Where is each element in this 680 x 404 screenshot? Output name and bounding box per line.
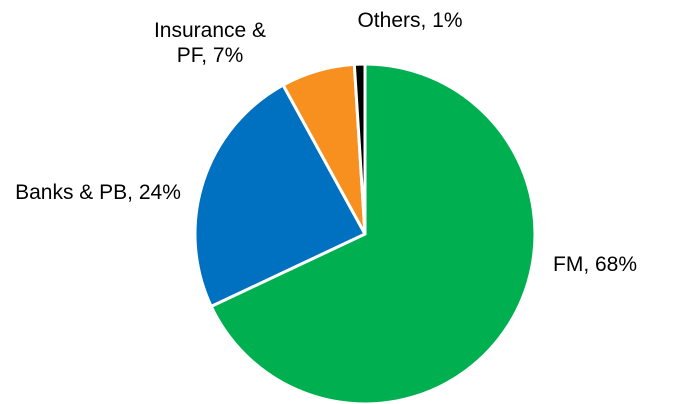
- data-label: Banks & PB, 24%: [15, 181, 181, 204]
- data-label: Others, 1%: [357, 9, 463, 32]
- data-label: FM, 68%: [553, 253, 638, 276]
- pie-slice: [193, 83, 367, 308]
- pie-slice: [352, 62, 367, 236]
- pie-slice: [209, 62, 537, 404]
- data-label: Insurance & PF, 7%: [153, 19, 267, 67]
